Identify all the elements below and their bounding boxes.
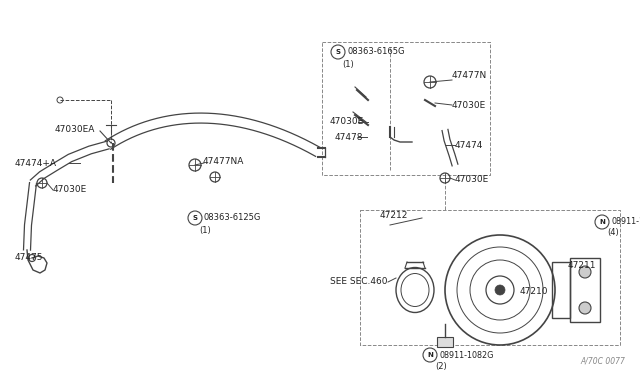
- Text: 47478: 47478: [335, 132, 364, 141]
- Text: 47477N: 47477N: [452, 71, 487, 80]
- Text: 47030E: 47030E: [53, 186, 87, 195]
- Text: (4): (4): [607, 228, 619, 237]
- Bar: [437, 337, 453, 347]
- Text: 08363-6125G: 08363-6125G: [204, 214, 261, 222]
- Text: S: S: [335, 49, 340, 55]
- Text: 08911-1082G: 08911-1082G: [439, 350, 493, 359]
- Text: 47212: 47212: [380, 211, 408, 219]
- Text: 47477NA: 47477NA: [203, 157, 244, 167]
- Text: (1): (1): [199, 225, 211, 234]
- Bar: [552, 262, 570, 318]
- Text: 47211: 47211: [568, 260, 596, 269]
- Circle shape: [579, 266, 591, 278]
- Text: 47475: 47475: [15, 253, 44, 263]
- Text: 47030E: 47030E: [455, 176, 489, 185]
- Text: 47030E: 47030E: [330, 118, 364, 126]
- Text: N: N: [427, 352, 433, 358]
- Circle shape: [579, 302, 591, 314]
- Text: (2): (2): [435, 362, 447, 371]
- Text: 08911-1081G: 08911-1081G: [611, 218, 640, 227]
- Text: 47474+A: 47474+A: [15, 158, 57, 167]
- Text: 47030E: 47030E: [452, 100, 486, 109]
- Text: A/70C 0077: A/70C 0077: [580, 356, 625, 365]
- Text: (1): (1): [342, 60, 354, 68]
- Text: N: N: [599, 219, 605, 225]
- Text: 47210: 47210: [520, 288, 548, 296]
- Text: SEE SEC.460: SEE SEC.460: [330, 278, 387, 286]
- Bar: [570, 258, 600, 322]
- Text: 47030EA: 47030EA: [55, 125, 95, 135]
- Text: 47474: 47474: [455, 141, 483, 150]
- Circle shape: [495, 285, 505, 295]
- Text: 08363-6165G: 08363-6165G: [347, 48, 404, 57]
- Text: S: S: [193, 215, 198, 221]
